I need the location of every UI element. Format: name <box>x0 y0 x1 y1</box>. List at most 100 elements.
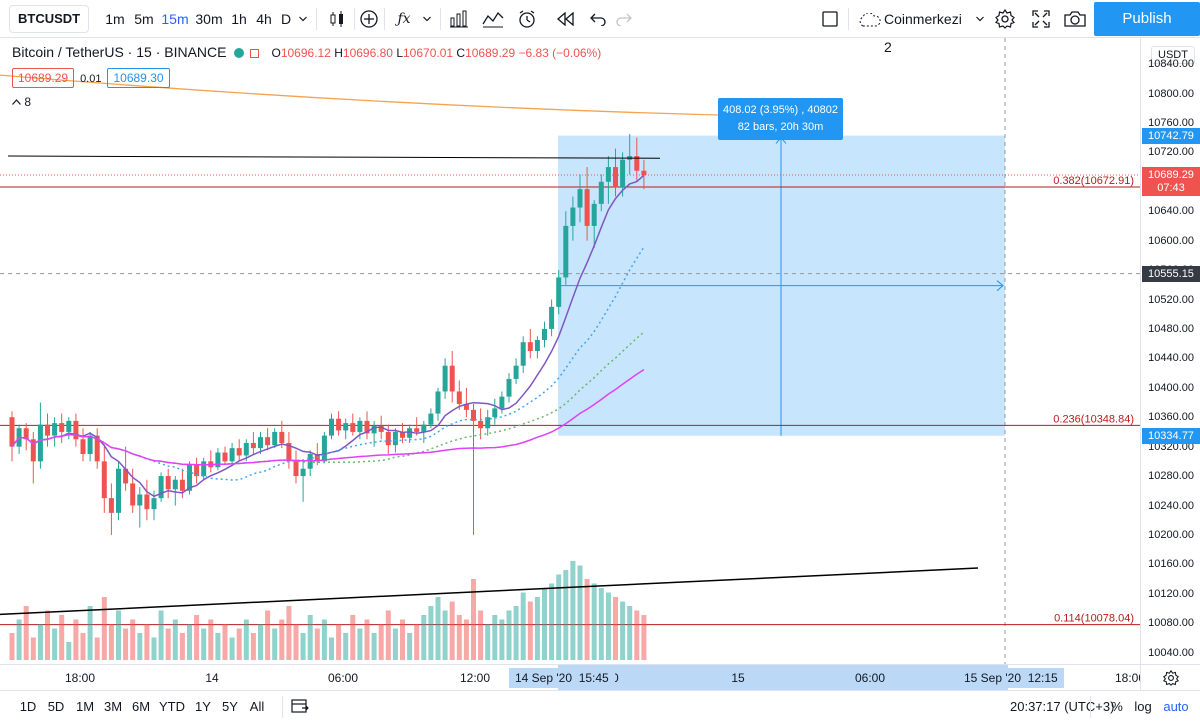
buy-sell-panel: 10689.29 0.01 10689.30 <box>12 68 170 88</box>
symbol-title: Bitcoin / TetherUS · 15 · BINANCE <box>12 44 227 60</box>
volume-bar <box>577 565 583 660</box>
candle-body <box>165 476 171 490</box>
settings-icon[interactable] <box>1163 670 1179 686</box>
interval-1m[interactable]: 1m <box>105 11 125 27</box>
chart-pane[interactable]: 0.382(10672.91) 0.236(10348.84) 0.114(1007… <box>0 38 1200 690</box>
time-axis[interactable]: 18:00 14 06:00 12:00 00 15 06:00 18:00 1… <box>0 664 1145 691</box>
range-3m[interactable]: 3M <box>103 699 123 714</box>
candle-body <box>321 435 327 462</box>
volume-bar <box>563 570 569 660</box>
range-end-label: 15 Sep '20 12:15 <box>958 668 1064 688</box>
range-all[interactable]: All <box>249 699 265 714</box>
price-axis[interactable]: USDT 10840.00 10800.00 10760.00 10720.00 106… <box>1140 38 1200 690</box>
interval-30m[interactable]: 30m <box>195 11 223 27</box>
replay-icon[interactable] <box>552 0 578 38</box>
percent-toggle[interactable]: % <box>1111 699 1123 714</box>
interval-15m[interactable]: 15m <box>161 11 189 27</box>
compare-icon[interactable] <box>480 0 506 38</box>
range-5d[interactable]: 5D <box>47 699 65 714</box>
range-1m[interactable]: 1M <box>75 699 95 714</box>
clock-timezone[interactable]: 20:37:17 (UTC+3) <box>1010 699 1115 714</box>
candle-body <box>265 437 271 446</box>
candle-body <box>215 452 221 468</box>
sell-button[interactable]: 10689.29 <box>12 68 75 88</box>
range-1y[interactable]: 1Y <box>195 699 211 714</box>
volume-bar <box>556 574 562 660</box>
candle-body <box>350 423 356 432</box>
bar-chart-icon[interactable] <box>446 0 472 38</box>
candle-body <box>9 417 15 447</box>
interval-d[interactable]: D <box>280 11 292 27</box>
alert-icon[interactable] <box>514 0 540 38</box>
time-tick: 12:00 <box>459 671 491 685</box>
chevron-down-icon[interactable] <box>296 0 310 38</box>
indicators-icon[interactable]: ƒx <box>397 11 411 27</box>
fullscreen-icon[interactable] <box>1028 0 1054 38</box>
candle-body <box>463 403 469 410</box>
candle-body <box>108 498 114 513</box>
candle-body <box>123 468 129 484</box>
volume-bar <box>435 597 441 660</box>
indicators-toggle[interactable]: 8 <box>12 95 31 109</box>
volume-bar <box>236 628 242 660</box>
volume-bar <box>229 637 235 660</box>
interval-5m[interactable]: 5m <box>134 11 154 27</box>
interval-1h[interactable]: 1h <box>231 11 247 27</box>
chart-settings-corner[interactable] <box>1140 664 1200 690</box>
volume-bar <box>59 615 65 660</box>
candle-body <box>250 442 256 449</box>
volume-bar <box>527 601 533 660</box>
volume-bar <box>215 633 221 660</box>
cloud-icon <box>859 13 881 27</box>
buy-button[interactable]: 10689.30 <box>107 68 170 88</box>
flag-icon[interactable] <box>250 49 260 58</box>
undo-icon[interactable] <box>586 0 610 38</box>
price-tick: 10400.00 <box>1148 381 1194 394</box>
volume-bar <box>208 619 214 660</box>
log-toggle[interactable]: log <box>1134 699 1152 714</box>
symbol-search-button[interactable]: BTCUSDT <box>9 5 89 33</box>
interval-4h[interactable]: 4h <box>256 11 272 27</box>
range-6m[interactable]: 6M <box>131 699 151 714</box>
range-ytd[interactable]: YTD <box>159 699 185 714</box>
redo-icon[interactable] <box>612 0 636 38</box>
price-chart[interactable]: 0.382(10672.91) 0.236(10348.84) 0.114(1007… <box>0 38 1140 664</box>
time-tick: 14 <box>205 671 219 685</box>
date-range-icon[interactable] <box>291 691 309 722</box>
candle-body <box>577 189 583 208</box>
range-1d[interactable]: 1D <box>19 699 37 714</box>
auto-toggle[interactable]: auto <box>1163 699 1189 714</box>
chevron-down-icon[interactable] <box>973 0 987 38</box>
chevron-down-icon[interactable] <box>420 0 434 38</box>
candle-body <box>471 409 476 421</box>
select-layout-checkbox-icon[interactable] <box>818 0 842 38</box>
layout-selector[interactable]: Coinmerkezi 2 <box>853 5 973 55</box>
candle-body <box>293 461 299 477</box>
volume-bar <box>179 633 185 660</box>
volume-bar <box>350 615 356 660</box>
plus-icon[interactable] <box>356 0 382 38</box>
range-5y[interactable]: 5Y <box>222 699 238 714</box>
candle-body <box>534 339 540 351</box>
market-open-icon <box>234 48 245 58</box>
volume-bar <box>151 637 157 660</box>
candle-body <box>116 468 121 513</box>
currency-button[interactable]: USDT <box>1151 46 1195 64</box>
candle-body <box>442 365 448 392</box>
settings-icon[interactable] <box>992 0 1018 38</box>
volume-bar <box>144 624 150 660</box>
candle-body <box>137 494 143 506</box>
candle-body <box>506 378 512 397</box>
camera-icon[interactable] <box>1062 0 1088 38</box>
ohlc-values: O10696.12 H10696.80 L10670.01 C10689.29 … <box>271 46 602 60</box>
candle-body <box>236 448 242 456</box>
candle-body <box>641 170 647 176</box>
candle-body <box>357 420 363 432</box>
publish-button[interactable]: Publish <box>1094 2 1200 36</box>
price-label: 10334.77 <box>1142 427 1200 444</box>
candles-chart-type-icon[interactable] <box>322 0 352 38</box>
price-label: 10689.29 <box>1142 166 1200 183</box>
candle-body <box>513 365 519 379</box>
candle-body <box>485 417 491 429</box>
price-tick: 10280.00 <box>1148 470 1194 483</box>
